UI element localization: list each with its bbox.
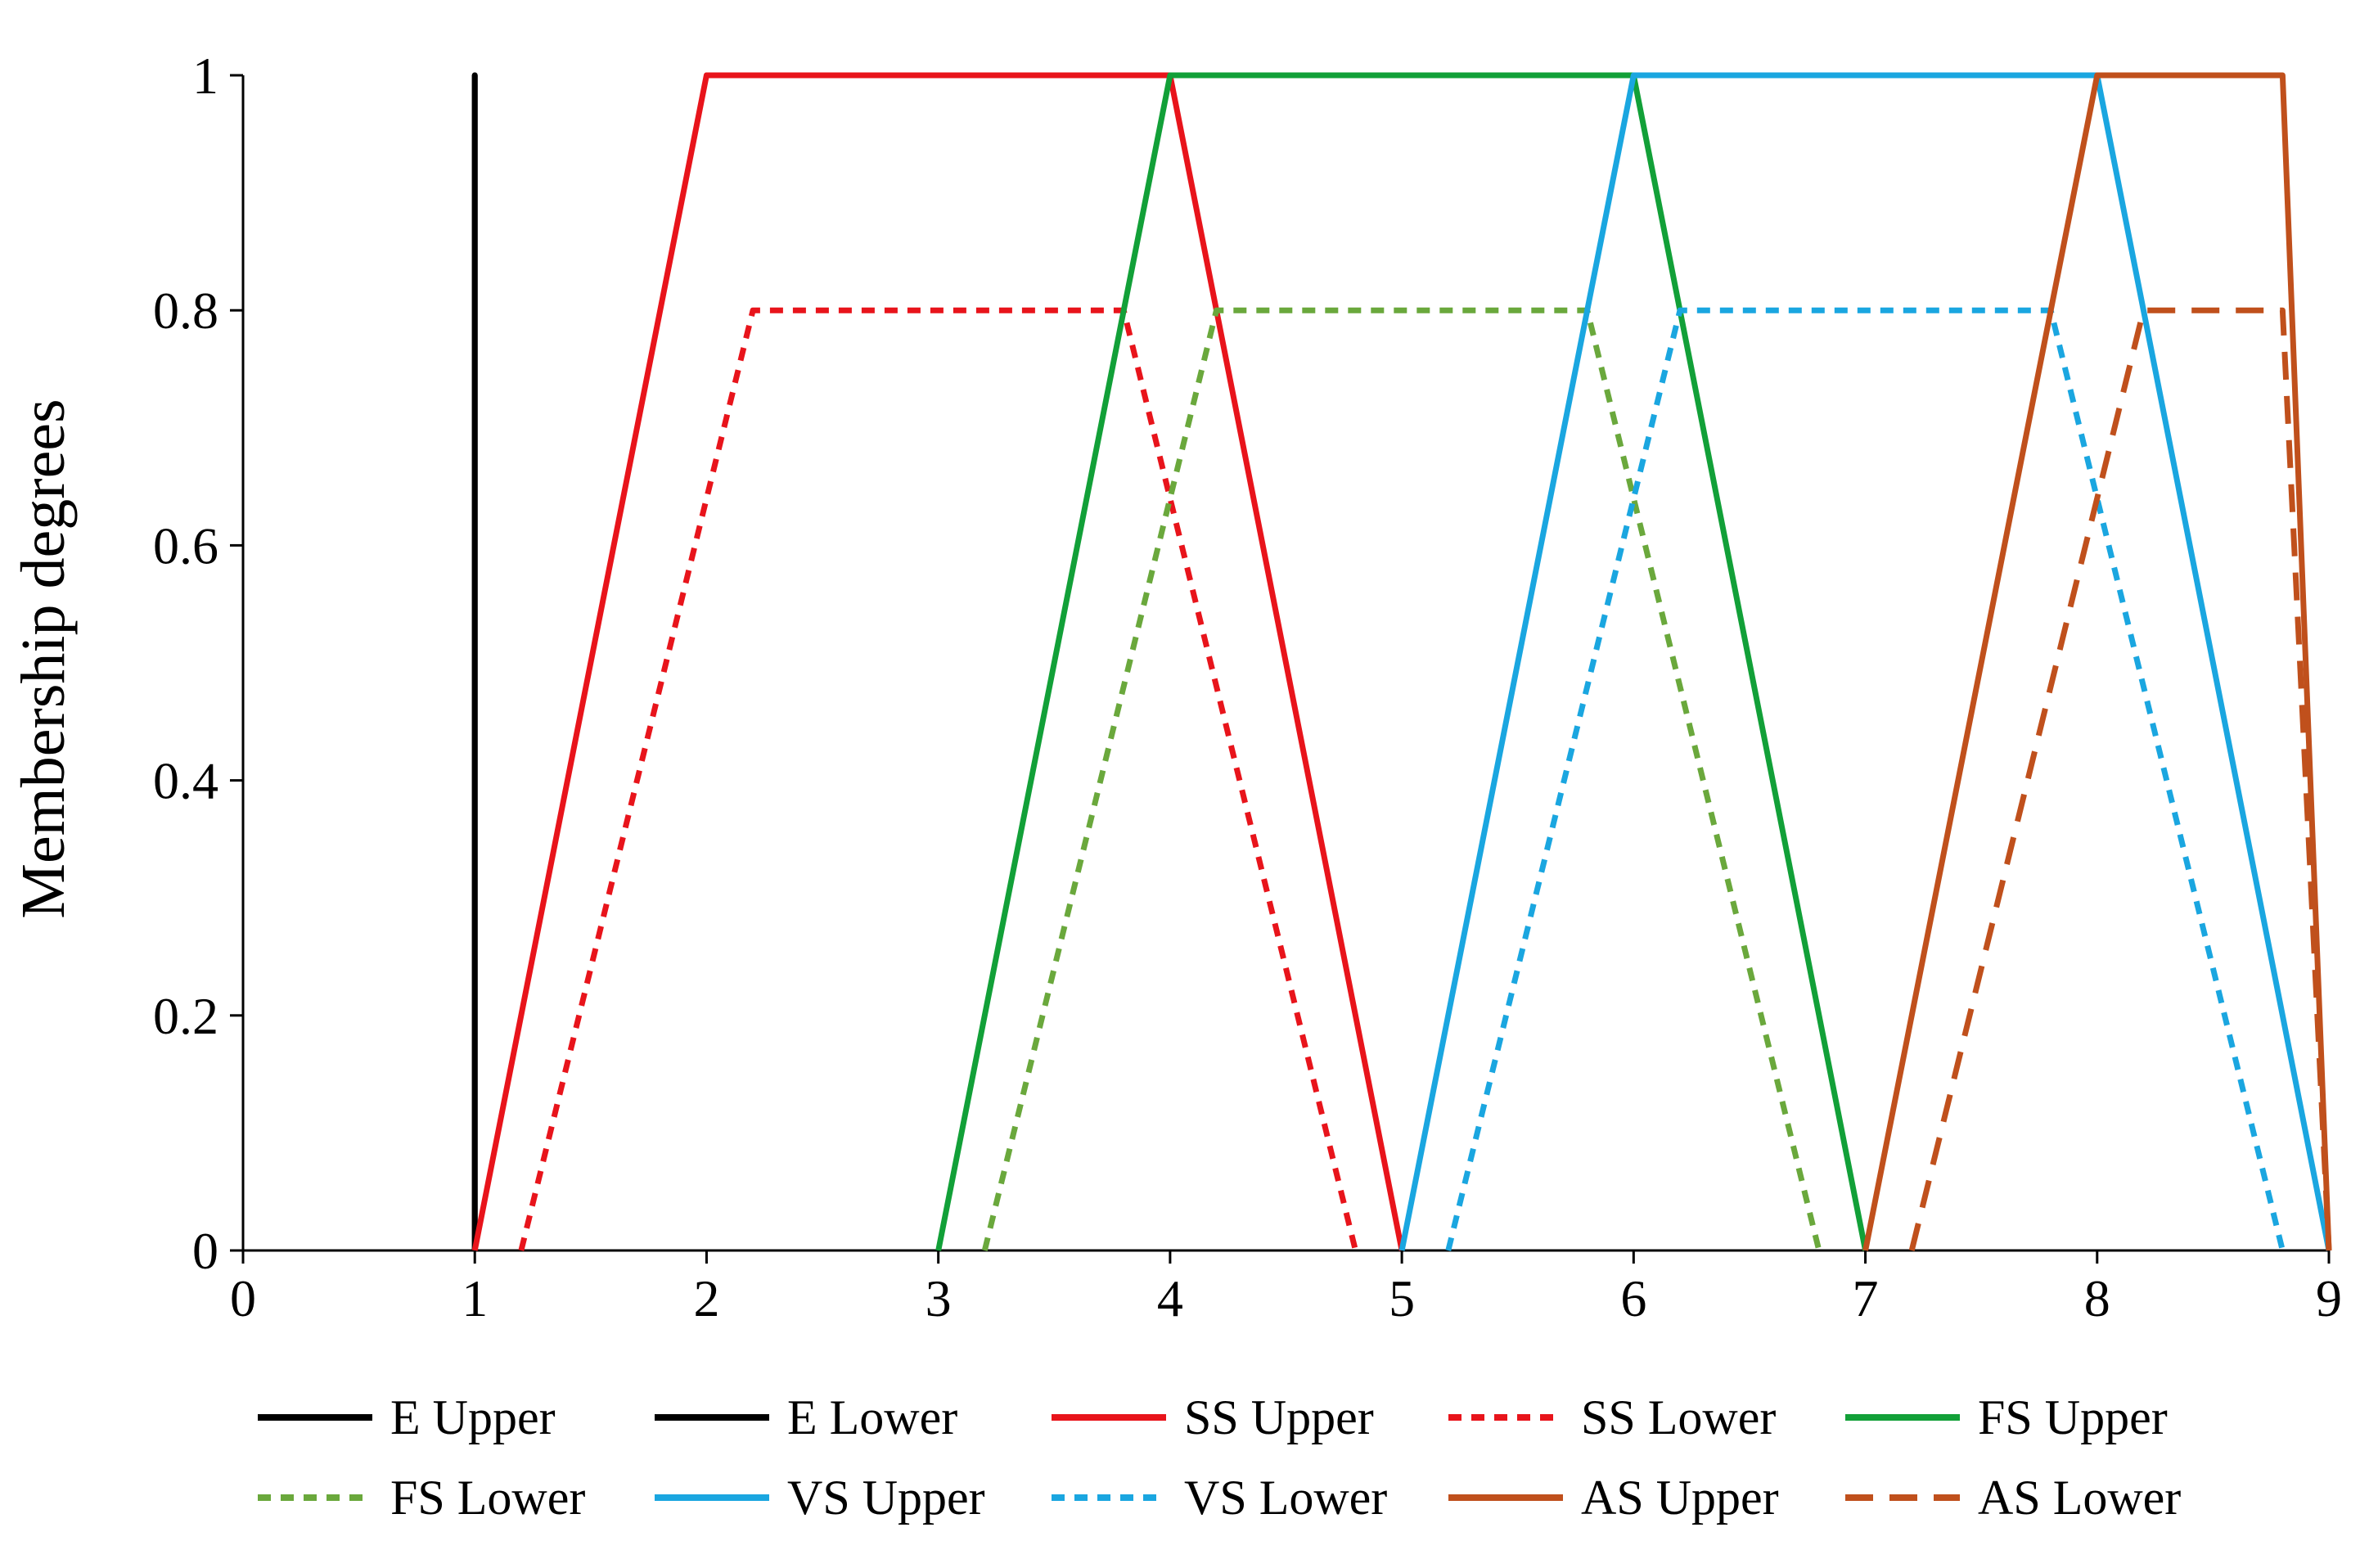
legend-label: VS Upper (787, 1471, 985, 1525)
legend-label: SS Upper (1184, 1390, 1374, 1444)
x-tick-label: 5 (1389, 1269, 1415, 1327)
series-line-vs-lower (1445, 307, 2286, 1251)
legend-label: FS Upper (1978, 1390, 2168, 1444)
legend-label: VS Lower (1184, 1471, 1387, 1525)
x-tick-label: 1 (462, 1269, 488, 1327)
legend-label: AS Upper (1581, 1471, 1779, 1525)
legend-item: AS Lower (1845, 1471, 2181, 1525)
x-tick-label: 2 (693, 1269, 719, 1327)
series-layer (471, 72, 2332, 1251)
legend-item: AS Upper (1448, 1471, 1779, 1525)
legend-item: SS Lower (1448, 1390, 1776, 1444)
y-tick-label: 0.4 (153, 752, 218, 810)
y-tick-label: 0.2 (153, 987, 218, 1045)
x-tick-label: 9 (2316, 1269, 2342, 1327)
y-tick-label: 0.8 (153, 282, 218, 340)
x-tick-label: 3 (926, 1269, 952, 1327)
axes (241, 75, 2329, 1252)
series-line-ss-lower (518, 307, 1358, 1251)
legend-item: E Upper (258, 1390, 556, 1444)
legend-item: SS Upper (1052, 1390, 1374, 1444)
legend-label: E Lower (787, 1390, 957, 1444)
x-tick-label: 7 (1853, 1269, 1879, 1327)
y-tick-label: 0 (192, 1222, 218, 1280)
legend-item: FS Lower (258, 1471, 585, 1525)
legend-item: VS Upper (655, 1471, 985, 1525)
series-line-fs-lower (981, 307, 1822, 1251)
legend: E Upper E Lower SS Upper SS Lower FS Upper FS… (258, 1390, 2181, 1525)
x-tick-label: 6 (1620, 1269, 1646, 1327)
legend-item: FS Upper (1845, 1390, 2168, 1444)
series-line-ss-upper (471, 72, 1405, 1251)
series-line-as-lower (1908, 307, 2332, 1251)
legend-label: E Upper (390, 1390, 556, 1444)
series-line-fs-upper (935, 72, 1869, 1251)
series-line-as-upper (1862, 72, 2332, 1251)
legend-item: E Lower (655, 1390, 957, 1444)
y-axis-title: Membership degrees (9, 399, 78, 918)
tick-labels: 0 1 2 3 4 5 6 7 8 9 0 0.2 0.4 0.6 0.8 1 (153, 47, 2342, 1327)
x-tick-label: 0 (230, 1269, 256, 1327)
y-tick-label: 0.6 (153, 516, 218, 574)
x-tick-label: 4 (1157, 1269, 1183, 1327)
legend-label: AS Lower (1978, 1471, 2181, 1525)
legend-label: FS Lower (390, 1471, 585, 1525)
y-tick-label: 1 (192, 47, 218, 105)
legend-item: VS Lower (1052, 1471, 1387, 1525)
x-tick-label: 8 (2084, 1269, 2110, 1327)
series-line-vs-upper (1398, 72, 2332, 1251)
legend-label: SS Lower (1581, 1390, 1776, 1444)
